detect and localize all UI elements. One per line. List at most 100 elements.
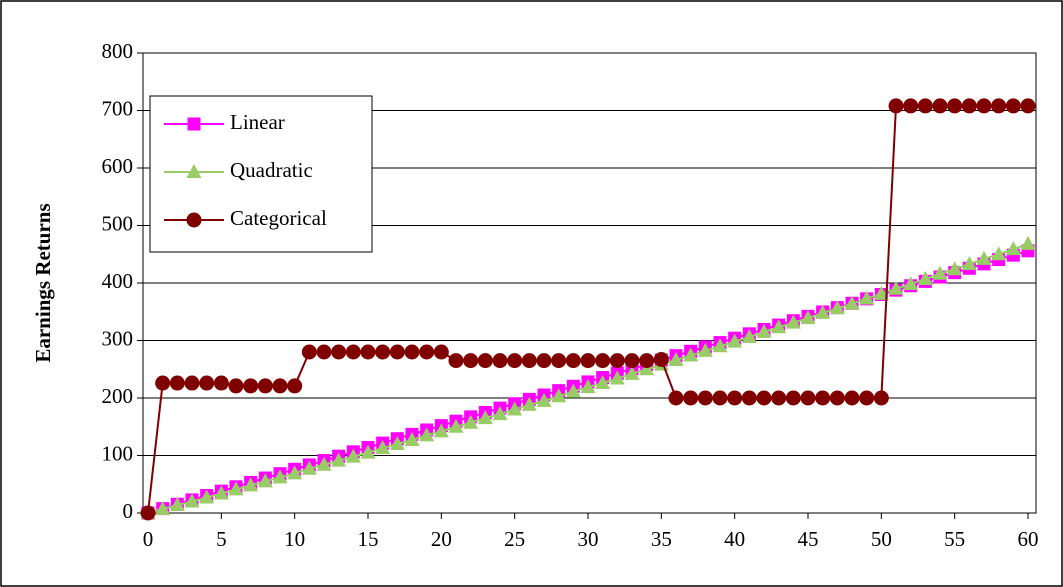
x-tick-label: 25 bbox=[504, 527, 525, 551]
marker-circle bbox=[903, 98, 919, 114]
marker-triangle bbox=[360, 444, 376, 459]
marker-circle bbox=[169, 375, 185, 391]
x-tick-label: 50 bbox=[871, 527, 892, 551]
y-tick-label: 200 bbox=[102, 384, 134, 408]
y-tick-label: 300 bbox=[102, 326, 134, 350]
legend-box bbox=[149, 95, 373, 253]
y-tick-label: 800 bbox=[102, 39, 134, 63]
marker-triangle bbox=[815, 304, 831, 319]
marker-circle bbox=[785, 390, 801, 406]
marker-triangle bbox=[976, 250, 992, 265]
marker-circle bbox=[301, 344, 317, 360]
marker-circle bbox=[433, 344, 449, 360]
marker-triangle bbox=[169, 496, 185, 511]
marker-triangle bbox=[844, 295, 860, 310]
marker-circle bbox=[639, 353, 655, 369]
marker-triangle bbox=[301, 460, 317, 475]
marker-triangle bbox=[463, 414, 479, 429]
marker-circle bbox=[140, 505, 156, 521]
marker-triangle bbox=[184, 493, 200, 508]
marker-circle bbox=[375, 344, 391, 360]
marker-triangle bbox=[228, 481, 244, 496]
legend-label: Linear bbox=[230, 110, 285, 134]
marker-circle bbox=[287, 378, 303, 394]
x-tick-label: 45 bbox=[798, 527, 819, 551]
legend-label: Categorical bbox=[230, 206, 327, 230]
x-tick-label: 30 bbox=[578, 527, 599, 551]
marker-circle bbox=[697, 390, 713, 406]
x-tick-label: 40 bbox=[724, 527, 745, 551]
marker-circle bbox=[155, 375, 171, 391]
marker-triangle bbox=[316, 456, 332, 471]
marker-triangle bbox=[668, 352, 684, 367]
marker-circle bbox=[477, 353, 493, 369]
marker-circle bbox=[829, 390, 845, 406]
marker-triangle bbox=[947, 261, 963, 276]
marker-circle bbox=[316, 344, 332, 360]
marker-circle bbox=[932, 98, 948, 114]
marker-triangle bbox=[859, 290, 875, 305]
marker-circle bbox=[507, 353, 523, 369]
marker-circle bbox=[727, 390, 743, 406]
marker-circle bbox=[1020, 98, 1036, 114]
marker-triangle bbox=[419, 427, 435, 442]
marker-triangle bbox=[961, 256, 977, 271]
marker-triangle bbox=[624, 365, 640, 380]
marker-triangle bbox=[683, 347, 699, 362]
x-tick-label: 15 bbox=[358, 527, 379, 551]
marker-triangle bbox=[477, 410, 493, 425]
x-tick-label: 0 bbox=[143, 527, 154, 551]
x-tick-label: 60 bbox=[1018, 527, 1039, 551]
marker-circle bbox=[257, 378, 273, 394]
marker-triangle bbox=[433, 423, 449, 438]
x-tick-label: 10 bbox=[284, 527, 305, 551]
x-tick-label: 35 bbox=[651, 527, 672, 551]
marker-triangle bbox=[551, 388, 567, 403]
marker-triangle bbox=[1005, 241, 1021, 256]
marker-circle bbox=[404, 344, 420, 360]
marker-triangle bbox=[155, 500, 171, 515]
marker-triangle bbox=[903, 276, 919, 291]
marker-triangle bbox=[932, 265, 948, 280]
marker-triangle bbox=[389, 436, 405, 450]
marker-circle bbox=[624, 353, 640, 369]
marker-circle bbox=[199, 375, 215, 391]
y-tick-label: 500 bbox=[102, 211, 134, 235]
marker-triangle bbox=[345, 448, 361, 463]
marker-circle bbox=[419, 344, 435, 360]
marker-circle bbox=[595, 353, 611, 369]
marker-circle bbox=[888, 98, 904, 114]
marker-circle bbox=[961, 98, 977, 114]
marker-circle bbox=[771, 390, 787, 406]
marker-circle bbox=[213, 375, 229, 391]
marker-triangle bbox=[507, 401, 523, 416]
marker-circle bbox=[947, 98, 963, 114]
marker-circle bbox=[360, 344, 376, 360]
marker-circle bbox=[1005, 98, 1021, 114]
marker-circle bbox=[859, 390, 875, 406]
y-tick-label: 100 bbox=[102, 441, 134, 465]
marker-circle bbox=[800, 390, 816, 406]
marker-circle bbox=[712, 390, 728, 406]
y-tick-label: 700 bbox=[102, 96, 134, 120]
y-tick-label: 0 bbox=[123, 499, 134, 523]
marker-triangle bbox=[186, 164, 202, 178]
marker-circle bbox=[844, 390, 860, 406]
legend-label: Quadratic bbox=[230, 158, 313, 182]
marker-triangle bbox=[741, 329, 757, 344]
marker-triangle bbox=[712, 338, 728, 353]
marker-triangle bbox=[257, 473, 273, 488]
x-tick-label: 55 bbox=[944, 527, 965, 551]
marker-circle bbox=[272, 378, 288, 394]
y-tick-label: 600 bbox=[102, 154, 134, 178]
marker-triangle bbox=[595, 375, 611, 390]
marker-triangle bbox=[697, 342, 713, 357]
marker-triangle bbox=[888, 280, 904, 295]
marker-circle bbox=[184, 375, 200, 391]
marker-triangle bbox=[199, 489, 215, 504]
marker-circle bbox=[228, 378, 244, 394]
marker-circle bbox=[609, 353, 625, 369]
marker-circle bbox=[345, 344, 361, 360]
marker-circle bbox=[463, 353, 479, 369]
